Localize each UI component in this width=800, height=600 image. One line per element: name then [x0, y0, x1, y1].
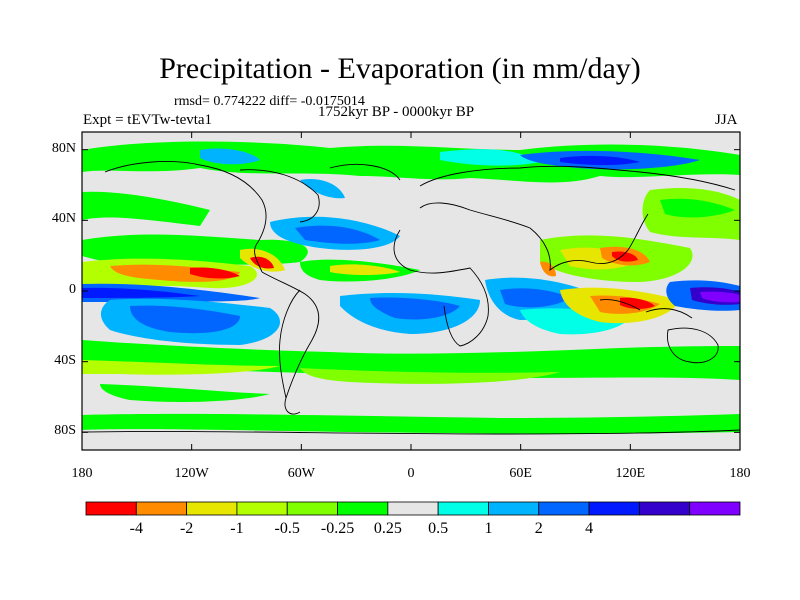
colorbar-label: -2 — [179, 520, 194, 537]
colorbar-label: -4 — [129, 520, 143, 537]
axis-ticks — [81, 132, 741, 450]
lon-tick-label: 180 — [729, 466, 751, 481]
colorbar-label: 0.5 — [428, 520, 449, 537]
lon-tick-label: 60E — [509, 466, 532, 481]
lon-tick-label: 0 — [407, 466, 415, 481]
lon-tick-label: 180 — [71, 466, 93, 481]
map-field — [82, 132, 740, 450]
period-text: 1752kyr BP - 0000kyr BP — [318, 104, 475, 120]
colorbar-label: -0.25 — [320, 520, 355, 537]
colorbar — [85, 501, 741, 516]
experiment-label: Expt = tEVTw-tevta1 — [83, 112, 213, 128]
lon-tick-label: 120W — [174, 466, 209, 481]
lat-tick-label: 80S — [54, 423, 76, 439]
colorbar-label: 4 — [585, 520, 594, 537]
colorbar-swatch — [135, 501, 188, 516]
lat-tick-label: 40S — [54, 352, 76, 368]
colorbar-swatch — [236, 501, 288, 516]
colorbar-swatch — [437, 501, 489, 516]
lon-tick-label: 120E — [615, 466, 646, 481]
colorbar-swatch — [538, 501, 590, 516]
season-label: JJA — [715, 112, 738, 128]
colorbar-swatch — [85, 501, 137, 516]
lat-tick-label: 0 — [69, 282, 76, 297]
lat-tick-label: 40N — [51, 211, 76, 227]
colorbar-swatch — [186, 501, 238, 516]
colorbar-label: 1 — [484, 520, 493, 537]
lat-tick-label: 80N — [51, 140, 76, 156]
colorbar-swatch — [488, 501, 540, 516]
colorbar-swatch — [286, 501, 338, 516]
plot-title: Precipitation - Evaporation (in mm/day) — [159, 52, 641, 85]
stats-text: rmsd= 0.774222 diff= -0.0175014 — [174, 94, 365, 109]
colorbar-label: -0.5 — [274, 520, 300, 537]
colorbar-label: -1 — [230, 520, 244, 537]
colorbar-label: 0.25 — [373, 520, 402, 537]
colorbar-swatch — [638, 501, 691, 516]
colorbar-swatch — [387, 501, 439, 516]
coastlines — [82, 161, 740, 435]
colorbar-swatch — [689, 501, 741, 516]
colorbar-swatch — [337, 501, 389, 516]
colorbar-label: 2 — [534, 520, 543, 537]
lon-tick-label: 60W — [287, 466, 315, 481]
colorbar-swatch — [588, 501, 640, 516]
